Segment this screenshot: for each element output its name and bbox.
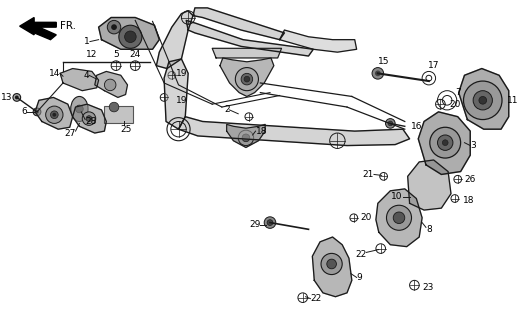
Circle shape [52, 113, 56, 117]
Text: 9: 9 [357, 273, 362, 282]
Polygon shape [164, 59, 188, 129]
Text: 19: 19 [175, 69, 187, 78]
Text: 23: 23 [422, 283, 433, 292]
Text: 7: 7 [455, 88, 460, 97]
Circle shape [388, 121, 393, 126]
Text: 28: 28 [85, 117, 97, 126]
Circle shape [109, 102, 119, 112]
Text: 18: 18 [462, 196, 474, 205]
Polygon shape [35, 97, 73, 129]
Circle shape [386, 119, 395, 128]
Polygon shape [73, 104, 106, 133]
Polygon shape [179, 117, 409, 146]
Circle shape [76, 105, 83, 113]
Text: 25: 25 [120, 125, 131, 134]
Circle shape [125, 31, 136, 43]
Polygon shape [60, 68, 99, 91]
Text: FR.: FR. [60, 21, 76, 31]
Circle shape [442, 140, 448, 146]
Circle shape [119, 25, 142, 48]
Circle shape [241, 73, 253, 85]
Polygon shape [99, 18, 159, 49]
Text: 26: 26 [465, 175, 476, 184]
Polygon shape [156, 11, 193, 68]
Circle shape [107, 20, 121, 34]
Text: 15: 15 [378, 57, 389, 66]
FancyBboxPatch shape [104, 106, 133, 124]
Text: 3: 3 [470, 141, 476, 150]
Circle shape [104, 79, 116, 91]
Circle shape [473, 91, 493, 110]
Polygon shape [418, 112, 470, 174]
Circle shape [50, 111, 58, 119]
Text: 11: 11 [507, 96, 518, 105]
Text: 1: 1 [84, 37, 90, 46]
Polygon shape [220, 58, 274, 96]
Polygon shape [227, 124, 265, 148]
Text: 6: 6 [22, 108, 28, 116]
Text: 12: 12 [86, 50, 98, 59]
Circle shape [438, 135, 453, 150]
Circle shape [372, 68, 384, 79]
Circle shape [267, 220, 273, 226]
Circle shape [463, 81, 502, 120]
Circle shape [86, 116, 92, 122]
Circle shape [82, 112, 95, 125]
Polygon shape [280, 30, 357, 52]
Circle shape [111, 24, 117, 30]
Circle shape [15, 95, 19, 99]
Polygon shape [193, 8, 284, 40]
Polygon shape [212, 48, 281, 58]
Circle shape [375, 70, 381, 76]
Circle shape [327, 259, 336, 269]
Ellipse shape [71, 96, 88, 122]
Text: 10: 10 [391, 192, 403, 201]
Polygon shape [186, 20, 313, 56]
Circle shape [479, 96, 487, 104]
Text: 29: 29 [249, 220, 261, 229]
Circle shape [46, 106, 63, 124]
Text: 17: 17 [428, 61, 440, 70]
Polygon shape [376, 189, 422, 247]
Text: 27: 27 [64, 129, 76, 138]
Circle shape [238, 130, 254, 146]
Text: 4: 4 [84, 71, 89, 80]
Circle shape [430, 127, 461, 158]
Circle shape [393, 212, 405, 224]
Text: 19: 19 [175, 96, 187, 105]
Circle shape [33, 108, 41, 116]
Text: 20: 20 [361, 213, 372, 222]
Text: 8: 8 [426, 225, 432, 234]
Circle shape [244, 76, 250, 82]
Circle shape [321, 253, 342, 275]
Polygon shape [312, 237, 352, 297]
Text: 20: 20 [449, 100, 460, 109]
Text: 14: 14 [49, 69, 60, 78]
Polygon shape [95, 71, 128, 97]
Text: 21: 21 [363, 170, 374, 179]
Circle shape [35, 110, 39, 114]
Text: 5: 5 [113, 50, 119, 59]
Circle shape [235, 68, 258, 91]
Circle shape [13, 93, 21, 101]
Text: 22: 22 [355, 250, 366, 259]
Circle shape [387, 205, 412, 230]
Text: 13: 13 [1, 93, 12, 102]
Polygon shape [407, 160, 451, 210]
Polygon shape [459, 68, 509, 129]
Polygon shape [28, 22, 56, 40]
Text: 18: 18 [255, 127, 267, 136]
Text: 2: 2 [224, 105, 229, 115]
Text: 16: 16 [411, 122, 422, 131]
Text: 22: 22 [310, 294, 322, 303]
Polygon shape [20, 18, 34, 35]
Circle shape [242, 134, 250, 142]
Text: 24: 24 [130, 50, 141, 59]
Circle shape [264, 217, 276, 228]
